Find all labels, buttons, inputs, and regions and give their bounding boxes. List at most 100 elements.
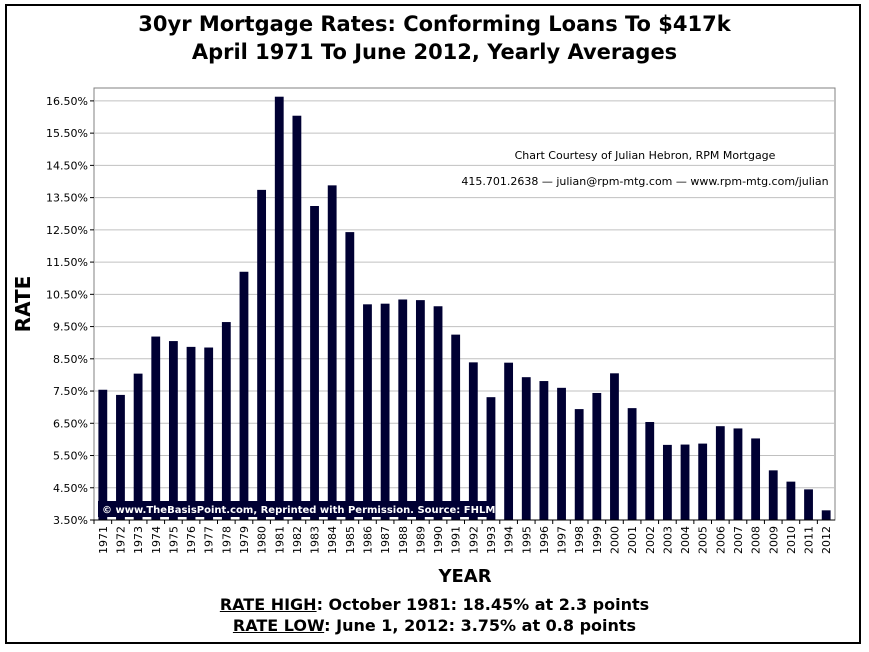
bar-2004 bbox=[680, 444, 690, 520]
bar-2005 bbox=[698, 443, 708, 520]
chart-subtitle: April 1971 To June 2012, Yearly Averages bbox=[191, 40, 678, 64]
bar-1983 bbox=[310, 205, 319, 521]
chart-title: 30yr Mortgage Rates: Conforming Loans To… bbox=[138, 12, 731, 36]
bar-1989 bbox=[415, 300, 425, 520]
x-tick-label: 1986 bbox=[361, 526, 374, 554]
x-tick-label: 1978 bbox=[220, 526, 233, 554]
bar-1990 bbox=[433, 306, 443, 520]
bar-1992 bbox=[468, 362, 478, 520]
y-tick-label: 10.50% bbox=[46, 288, 88, 301]
x-tick-label: 1979 bbox=[238, 526, 251, 554]
x-tick-label: 1981 bbox=[273, 526, 286, 554]
x-axis-label: YEAR bbox=[437, 566, 491, 587]
x-tick-label: 1972 bbox=[114, 526, 127, 554]
x-tick-label: 1992 bbox=[467, 526, 480, 554]
x-tick-label: 1987 bbox=[379, 526, 392, 554]
x-axis-ticks: 1971 1972 1973 1974 1975 1976 1977 1978 1979 1980… bbox=[93, 520, 833, 554]
x-tick-label: 1989 bbox=[414, 526, 427, 554]
x-tick-label: 1983 bbox=[309, 526, 322, 554]
bar-1982 bbox=[292, 115, 302, 520]
y-tick-label: 14.50% bbox=[46, 159, 88, 172]
x-tick-label: 2006 bbox=[714, 526, 727, 554]
x-tick-label: 1988 bbox=[397, 526, 410, 554]
credit-line-1: Chart Courtesy of Julian Hebron, RPM Mor… bbox=[515, 149, 776, 162]
rate-high-label: RATE HIGH bbox=[219, 595, 317, 614]
bar-1996 bbox=[539, 381, 549, 520]
bar-1977 bbox=[204, 347, 214, 520]
bar-1997 bbox=[557, 387, 566, 520]
x-tick-label: 1980 bbox=[256, 526, 269, 554]
y-tick-label: 11.50% bbox=[46, 256, 88, 269]
x-tick-label: 1976 bbox=[185, 526, 198, 554]
y-axis-ticks: 3.50% 4.50% 5.50% 6.50% 7.50% 8.50% 9.50% 10.50… bbox=[46, 95, 94, 527]
bar-2006 bbox=[715, 426, 725, 520]
x-tick-label: 2007 bbox=[732, 526, 745, 554]
footer-rate-high: RATE HIGH: October 1981: 18.45% at 2.3 p… bbox=[0, 595, 869, 614]
x-tick-label: 1985 bbox=[344, 526, 357, 554]
bar-2012 bbox=[821, 510, 831, 520]
bar-1999 bbox=[592, 392, 602, 520]
bar-2001 bbox=[627, 408, 637, 520]
copyright-box bbox=[98, 501, 488, 517]
x-tick-label: 2001 bbox=[626, 526, 639, 554]
y-tick-label: 13.50% bbox=[46, 192, 88, 205]
x-tick-label: 2005 bbox=[697, 526, 710, 554]
x-tick-label: 1984 bbox=[326, 526, 339, 554]
y-tick-label: 6.50% bbox=[53, 417, 88, 430]
x-tick-label: 2004 bbox=[679, 526, 692, 554]
x-tick-label: 1998 bbox=[573, 526, 586, 554]
y-axis-label: RATE bbox=[11, 276, 35, 333]
x-tick-label: 1977 bbox=[203, 526, 216, 554]
x-tick-label: 1995 bbox=[520, 526, 533, 554]
gridlines bbox=[94, 100, 835, 489]
x-tick-label: 1993 bbox=[485, 526, 498, 554]
x-tick-label: 2009 bbox=[767, 526, 780, 554]
bar-1974 bbox=[151, 336, 161, 520]
x-tick-label: 1971 bbox=[97, 526, 110, 554]
y-tick-label: 9.50% bbox=[53, 321, 88, 334]
rate-high-text: : October 1981: 18.45% at 2.3 points bbox=[316, 595, 650, 614]
bar-1972 bbox=[116, 394, 125, 520]
x-tick-label: 1990 bbox=[432, 526, 445, 554]
y-tick-label: 12.50% bbox=[46, 224, 88, 237]
bar-1994 bbox=[504, 362, 514, 520]
bars bbox=[98, 96, 831, 521]
bar-2000 bbox=[610, 373, 619, 520]
x-tick-label: 1991 bbox=[450, 526, 463, 554]
bar-1981 bbox=[274, 96, 284, 521]
x-tick-label: 2011 bbox=[803, 526, 816, 554]
bar-1975 bbox=[168, 341, 178, 520]
x-tick-label: 2008 bbox=[750, 526, 763, 554]
rate-low-text: : June 1, 2012: 3.75% at 0.8 points bbox=[324, 616, 637, 635]
x-tick-label: 2002 bbox=[644, 526, 657, 554]
x-tick-label: 1999 bbox=[591, 526, 604, 554]
copyright-text: © www.TheBasisPoint.com, Reprinted with … bbox=[102, 505, 503, 516]
x-tick-label: 2012 bbox=[820, 526, 833, 554]
y-tick-label: 4.50% bbox=[53, 482, 88, 495]
bar-1980 bbox=[257, 189, 267, 520]
rate-low-label: RATE LOW bbox=[232, 616, 325, 635]
bar-1991 bbox=[451, 334, 461, 520]
x-tick-label: 1997 bbox=[556, 526, 569, 554]
bar-1998 bbox=[574, 409, 584, 520]
credit-line-2: 415.701.2638 — julian@rpm-mtg.com — www.… bbox=[461, 175, 828, 188]
bar-1987 bbox=[380, 303, 390, 520]
x-tick-label: 1996 bbox=[538, 526, 551, 554]
bar-1988 bbox=[398, 299, 408, 520]
x-tick-label: 1974 bbox=[150, 526, 163, 554]
y-tick-label: 8.50% bbox=[53, 353, 88, 366]
plot-area bbox=[93, 87, 836, 521]
bar-2008 bbox=[751, 438, 761, 520]
bar-2002 bbox=[645, 421, 655, 520]
y-tick-label: 3.50% bbox=[53, 514, 88, 527]
bar-2010 bbox=[786, 481, 796, 520]
x-tick-label: 2000 bbox=[608, 526, 621, 554]
bar-2009 bbox=[768, 470, 778, 520]
bar-1995 bbox=[521, 377, 531, 520]
x-tick-label: 1973 bbox=[132, 526, 145, 554]
y-tick-label: 16.50% bbox=[46, 95, 88, 108]
bar-1984 bbox=[327, 185, 337, 520]
bar-1986 bbox=[363, 304, 372, 520]
bar-1993 bbox=[486, 397, 496, 520]
